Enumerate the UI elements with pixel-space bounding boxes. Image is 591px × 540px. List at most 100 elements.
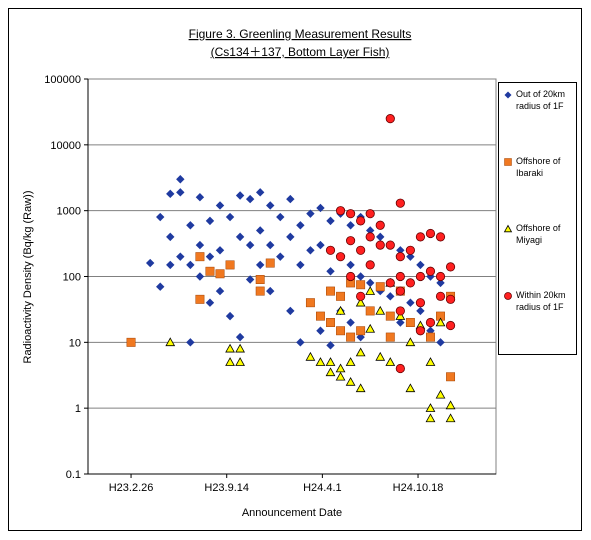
point (365, 232, 375, 242)
legend-label: Out of 20km radius of 1F (516, 89, 566, 111)
point (166, 232, 175, 242)
point (255, 226, 265, 235)
x-axis-label: Announcement Date (242, 507, 342, 519)
point (365, 286, 376, 295)
point (305, 298, 315, 308)
point (255, 275, 265, 284)
point (425, 413, 436, 423)
point (315, 357, 326, 366)
point (326, 318, 335, 327)
point (335, 252, 346, 262)
point (325, 367, 336, 377)
point (215, 286, 225, 296)
point (276, 252, 285, 261)
point (375, 305, 386, 315)
point (336, 291, 345, 301)
point (405, 318, 415, 327)
point (186, 221, 195, 230)
legend-box (498, 82, 577, 355)
point (365, 209, 375, 219)
point (446, 372, 456, 382)
point (395, 252, 405, 262)
point (205, 266, 215, 276)
point (366, 226, 375, 235)
point (445, 400, 456, 410)
point (205, 298, 215, 307)
point (386, 292, 395, 301)
point (415, 298, 426, 308)
legend-label: Within 20km radius of 1F (516, 290, 566, 312)
x-tick-label: H23.2.26 (109, 482, 154, 494)
point (416, 260, 425, 270)
point (425, 317, 436, 328)
point (406, 298, 415, 307)
point (195, 193, 205, 202)
point (375, 282, 385, 292)
point (415, 326, 426, 336)
point (415, 232, 426, 242)
point (396, 318, 405, 327)
point (445, 413, 456, 423)
point (225, 260, 235, 270)
point (395, 286, 405, 296)
y-tick-label: 100000 (44, 74, 81, 86)
point (215, 201, 225, 210)
point (296, 338, 305, 347)
point (176, 188, 185, 197)
x-tick-label: H24.4.1 (303, 482, 342, 494)
point (265, 258, 275, 268)
point (356, 326, 366, 336)
point (355, 383, 366, 393)
point (225, 343, 235, 353)
point (425, 228, 436, 239)
y-tick-label: 1000 (57, 206, 81, 218)
point (195, 294, 205, 304)
point (326, 286, 335, 296)
point (365, 306, 375, 316)
point (385, 278, 395, 288)
legend-label: Offshore of Ibaraki (516, 156, 561, 178)
point (245, 194, 255, 204)
x-tick-label: H23.9.14 (204, 482, 249, 494)
y-tick-label: 10000 (50, 140, 81, 152)
point (425, 403, 436, 412)
point (356, 272, 365, 281)
point (306, 209, 315, 218)
point (416, 306, 425, 316)
point (366, 278, 375, 288)
point (445, 262, 456, 272)
point (255, 260, 265, 270)
x-tick-label: H24.10.18 (393, 482, 444, 494)
point (225, 212, 235, 222)
point (435, 232, 446, 242)
point (405, 337, 416, 347)
point (395, 198, 405, 208)
point (395, 311, 406, 320)
point (276, 212, 285, 222)
point (266, 240, 275, 250)
point (316, 240, 325, 250)
point (306, 246, 315, 255)
legend-marker (504, 292, 512, 300)
point (145, 258, 155, 268)
point (376, 232, 385, 242)
point (245, 240, 255, 250)
point (296, 260, 305, 270)
point (326, 267, 335, 276)
point (436, 278, 445, 288)
point (405, 383, 416, 393)
point (316, 311, 325, 321)
point (286, 306, 295, 316)
point (205, 252, 215, 261)
point (215, 246, 225, 255)
point (195, 252, 205, 262)
point (286, 232, 295, 242)
point (346, 332, 356, 342)
point (156, 282, 165, 291)
legend-marker (504, 158, 512, 166)
point (425, 266, 436, 276)
point (326, 341, 335, 350)
point (385, 332, 395, 342)
